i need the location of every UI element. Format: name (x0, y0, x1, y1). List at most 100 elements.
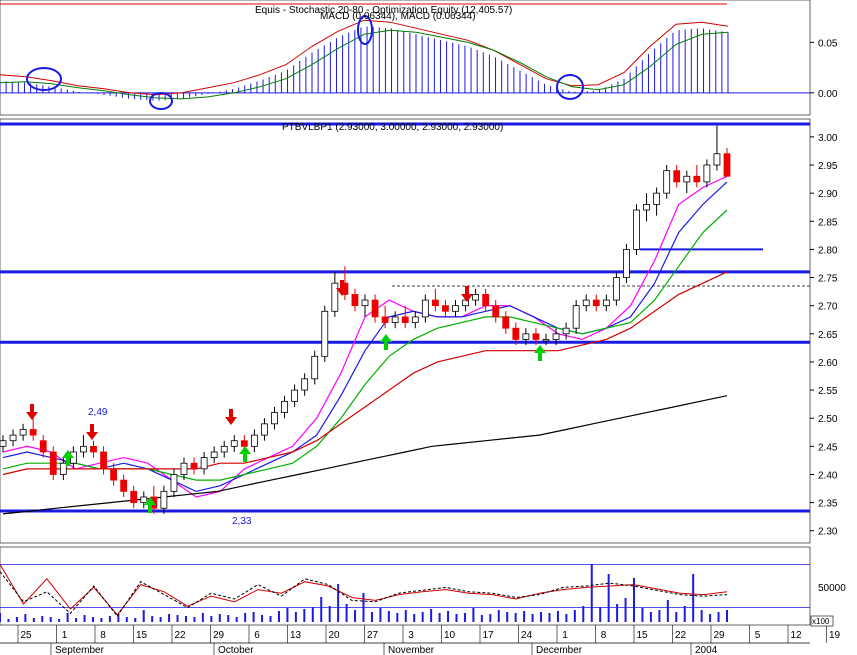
candle-body (512, 327, 520, 340)
moving-average-line (2, 181, 728, 493)
candle-body (431, 299, 439, 307)
candle-body (190, 462, 198, 470)
x-day-label: 1 (562, 630, 568, 641)
candle-body (160, 490, 168, 509)
price-tick-label: 2.35 (818, 499, 838, 510)
price-tick-label: 2.60 (818, 358, 838, 369)
x-month-label: October (218, 645, 254, 655)
candle-body (29, 429, 37, 436)
volume-multiplier: x100 (812, 617, 830, 626)
candle-body (401, 316, 409, 323)
candle-body (120, 479, 128, 492)
sell-arrow (26, 404, 38, 420)
candle-body (693, 175, 701, 183)
x-day-label: 1 (62, 630, 68, 641)
x-day-label: 22 (675, 630, 687, 641)
candle-body (39, 440, 47, 453)
signal-circle (26, 67, 62, 91)
candle-body (90, 445, 97, 453)
signal-circle (149, 92, 173, 110)
candle-body (140, 496, 148, 504)
candle-body (281, 400, 288, 413)
price-title: PTBVLBP1 (2.93000, 3.00000, 2.93000, 2.9… (282, 122, 503, 133)
x-day-label: 27 (367, 630, 379, 641)
candle-body (220, 445, 228, 453)
volume-tick: 50000 (818, 583, 846, 594)
x-day-label: 19 (829, 630, 841, 641)
macd-tick-label: 0.00 (818, 89, 838, 100)
candle-body (522, 333, 530, 340)
price-tick-label: 2.55 (818, 386, 838, 397)
candle-body (311, 355, 319, 380)
candle-body (371, 299, 379, 318)
price-panel: 3.00 2.95 2.90 2.85 2.80 2.75 2.70 2.65 2.60 2.55… (0, 122, 838, 538)
candle-body (562, 327, 570, 335)
sell-arrow (86, 424, 98, 440)
macd-tick-label: 0.05 (818, 38, 838, 49)
price-tick-label: 2.85 (818, 217, 838, 228)
candle-body (361, 299, 369, 307)
candle-body (723, 153, 731, 177)
macd-subtitle: MACD (0.06344), MACD (0.06344) (320, 11, 476, 22)
sell-arrow (225, 409, 237, 425)
candle-body (421, 299, 429, 318)
candle-body (502, 316, 510, 329)
x-day-label: 3 (408, 630, 414, 641)
candle-body (230, 440, 238, 447)
candle-body (643, 203, 650, 211)
signal-circle (556, 74, 584, 100)
candle-body (602, 299, 610, 307)
candle-body (572, 305, 580, 329)
candle-body (170, 474, 178, 492)
macd-series-line (0, 29, 729, 100)
candle-body (331, 282, 339, 312)
candle-body (482, 294, 490, 307)
candle-body (291, 389, 299, 402)
candle-body (472, 294, 480, 301)
candle-body (381, 316, 389, 323)
oscillator-panel-frame (0, 546, 811, 626)
buy-arrow (62, 450, 74, 466)
candle-body (713, 153, 721, 166)
moving-average-line (2, 209, 728, 481)
buy-arrow (144, 497, 156, 513)
price-panel-frame (0, 118, 811, 544)
candle-body (240, 440, 248, 447)
price-tick-label: 2.45 (818, 442, 838, 453)
candle-body (80, 445, 87, 453)
candle-body (180, 462, 188, 475)
candle-body (653, 192, 661, 205)
moving-average-line (2, 395, 728, 515)
candle-body (582, 299, 590, 307)
candle-body (673, 170, 681, 183)
x-day-label: 6 (254, 630, 260, 641)
candle-body (452, 305, 459, 312)
x-day-label: 24 (521, 630, 533, 641)
oscillator-volume-panel (0, 564, 810, 622)
price-tick-label: 2.70 (818, 302, 838, 313)
annotation-low-oct: 2,33 (232, 516, 252, 527)
candle-body (19, 429, 27, 436)
candle-body (59, 462, 67, 475)
x-axis: 2518152229613202731017241815222951219262… (0, 625, 841, 655)
candle-body (532, 333, 540, 340)
candle-body (592, 299, 600, 307)
candle-body (542, 339, 550, 342)
x-day-label: 8 (601, 630, 607, 641)
signal-circle (357, 15, 373, 45)
candle-body (321, 310, 329, 357)
x-month-label: December (536, 645, 583, 655)
candle-body (210, 451, 218, 458)
candle-body (200, 457, 208, 470)
annotation-low-sep: 2,49 (88, 407, 108, 418)
x-day-label: 29 (213, 630, 225, 641)
x-day-label: 22 (174, 630, 186, 641)
macd-panel: 0.05 0.00 (0, 3, 838, 110)
candle-body (492, 305, 500, 318)
candle-body (411, 316, 419, 323)
candle-body (0, 440, 7, 447)
sell-arrow (461, 286, 473, 302)
x-month-label: 2004 (695, 645, 718, 655)
price-tick-label: 2.65 (818, 330, 838, 341)
candle-body (110, 468, 118, 481)
